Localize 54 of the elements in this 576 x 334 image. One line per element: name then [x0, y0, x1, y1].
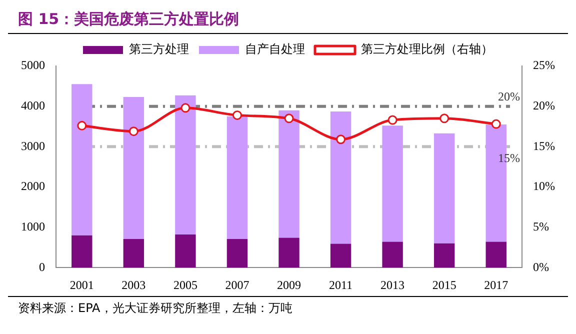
legend-label: 第三方处理比例（右轴） — [361, 42, 493, 56]
y-tick-label: 2000 — [21, 179, 45, 194]
y-tick-label: 0 — [39, 260, 45, 274]
y-tick-label: 4000 — [21, 98, 45, 112]
point — [336, 134, 346, 144]
y2-tick-label: 15% — [533, 138, 556, 153]
bar — [72, 235, 92, 268]
bar — [434, 133, 455, 244]
point — [440, 114, 450, 124]
x-tick-label: 2011 — [329, 278, 353, 292]
y-tick-label: 3000 — [21, 138, 45, 153]
bar — [330, 244, 352, 268]
ref-line-label: 20% — [498, 89, 520, 104]
text: 资料来源：EPA，光大证券研究所整理，左轴：万吨 — [8, 296, 568, 320]
bar — [382, 126, 403, 242]
bar — [226, 116, 248, 239]
x-tick-label: 2009 — [277, 278, 301, 292]
ref-line-label: 15% — [498, 150, 520, 165]
bar — [175, 234, 196, 268]
point — [232, 110, 242, 120]
bar — [278, 110, 300, 238]
x-tick-label: 2001 — [70, 278, 94, 292]
bar — [123, 238, 144, 268]
bar — [226, 238, 248, 268]
x-tick-label: 2013 — [380, 278, 405, 292]
y-tick-label: 5000 — [21, 58, 45, 72]
point — [180, 103, 190, 113]
point — [284, 114, 294, 124]
bar — [175, 95, 196, 235]
point — [491, 119, 501, 129]
y-tick-label: 1000 — [21, 219, 45, 234]
point — [388, 115, 398, 125]
x-tick-label: 2005 — [173, 278, 198, 292]
y2-tick-label: 5% — [533, 219, 550, 234]
x-tick-label: 2015 — [432, 278, 456, 292]
point — [128, 126, 138, 136]
bar — [434, 243, 455, 268]
x-tick-label: 2007 — [225, 278, 250, 292]
chart-title: 图 15：美国危废第三方处置比例 — [8, 8, 568, 34]
x-tick-label: 2017 — [484, 278, 508, 292]
point — [77, 120, 87, 130]
y2-tick-label: 10% — [533, 179, 556, 194]
legend-label: 第三方处理 — [129, 42, 189, 56]
bar — [72, 84, 92, 236]
y2-tick-label: 25% — [533, 58, 556, 72]
y2-tick-label: 0% — [533, 260, 550, 274]
bar — [382, 242, 403, 268]
bar — [486, 242, 506, 268]
y2-tick-label: 20% — [533, 98, 556, 112]
bar — [123, 97, 144, 239]
x-tick-label: 2003 — [122, 278, 146, 292]
bar — [330, 112, 352, 244]
bar — [278, 238, 300, 268]
legend-label: 自产自处理 — [245, 42, 305, 56]
